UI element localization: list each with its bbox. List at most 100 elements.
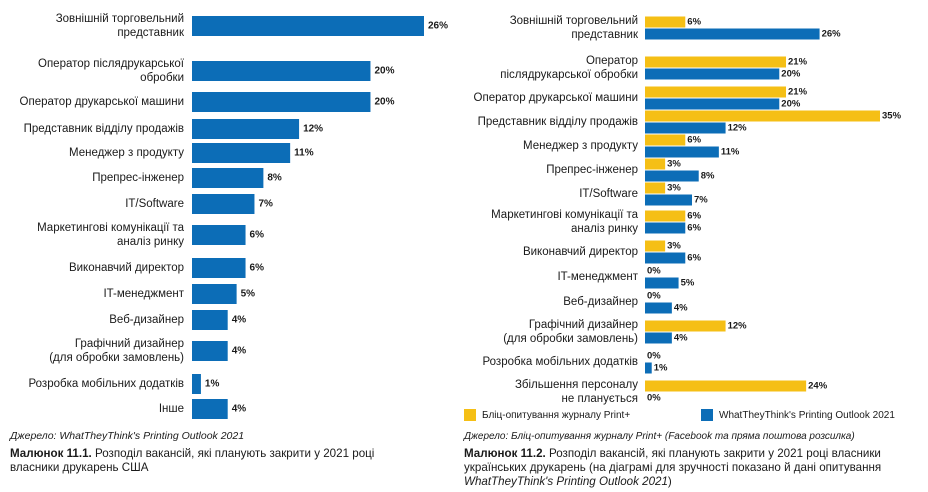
left-figure-caption: Малюнок 11.1. Розподіл вакансій, які пла… [10,447,420,475]
bar-whattheythink [645,98,780,110]
right-caption-italic: WhatTheyThink's Printing Outlook 2021 [464,475,668,488]
bar-whattheythink [645,122,726,134]
category-label: Менеджер з продукту [69,147,184,159]
data-label: 4% [232,346,247,357]
data-label: 6% [250,263,265,274]
bar-print-plus [645,86,786,98]
category-label: Маркетингові комунікації та [37,222,185,234]
category-label: IT-менеджмент [103,288,184,300]
category-label: Оператор друкарської машини [20,96,184,108]
data-label: 3% [667,241,681,252]
category-label: Оператор [586,55,638,67]
category-label: обробки [140,72,184,84]
data-label: 20% [374,97,394,108]
category-label: IT/Software [579,188,638,200]
data-label: 21% [788,87,808,98]
bar [192,194,255,214]
category-label: Розробка мобільних додатків [483,356,639,368]
data-label: 0% [647,291,661,302]
bar [192,16,424,36]
left-source-note: Джерело: WhatTheyThink's Printing Outloo… [10,430,245,442]
data-label: 11% [294,148,314,159]
category-label: Препрес-інженер [546,164,638,176]
data-label: 4% [674,303,688,314]
bar [192,143,291,163]
data-label: 8% [701,171,715,182]
bar-whattheythink [645,222,686,234]
bar-print-plus [645,240,666,252]
bar-whattheythink [645,68,780,80]
bar [192,341,228,361]
category-label: аналіз ринку [571,223,638,235]
data-label: 3% [667,183,681,194]
legend-whattheythink: WhatTheyThink's Printing Outlook 2021 [701,409,895,421]
data-label: 11% [721,147,740,158]
data-label: 12% [728,123,748,134]
data-label: 7% [694,195,708,206]
category-label: Маркетингові комунікації та [491,209,639,221]
legend-print-plus: Бліц-опитування журналу Print+ [464,409,630,421]
category-label: аналіз ринку [117,236,184,248]
usa-vacancies-chart: Зовнішній торговельний представник 26% Опер… [20,13,448,419]
data-label: 5% [681,278,695,289]
legend-label-whattheythink: WhatTheyThink's Printing Outlook 2021 [719,409,895,421]
bar-print-plus [645,56,786,68]
category-label: Зовнішній торговельний [56,13,184,25]
category-label: Графічний дизайнер [529,319,638,331]
data-label: 3% [667,159,681,170]
data-label: 20% [781,69,801,80]
category-label: не планується [562,393,638,405]
data-label: 6% [687,17,701,28]
category-label: Збільшення персоналу [515,379,638,391]
bar [192,61,371,81]
right-caption-number: Малюнок 11.2. [464,447,546,460]
data-label: 26% [822,29,842,40]
bar-print-plus [645,110,880,122]
category-label: Виконавчий директор [69,262,184,274]
right-figure-caption: Малюнок 11.2. Розподіл вакансій, які пла… [464,447,904,489]
bar [192,119,300,139]
data-label: 6% [687,135,701,146]
data-label: 4% [674,333,688,344]
bar-print-plus [645,380,807,392]
data-label: 20% [781,99,801,110]
data-label: 1% [654,363,668,374]
category-label: представник [571,29,639,41]
bar-whattheythink [645,302,672,314]
bar [192,310,228,330]
category-label: Представник відділу продажів [24,123,184,135]
bar [192,258,246,278]
data-label: 6% [687,223,701,234]
category-label: (для обробки замовлень) [49,352,184,364]
category-label: представник [117,27,185,39]
data-label: 21% [788,57,808,68]
data-label: 24% [808,381,828,392]
category-label: Веб-дизайнер [109,314,184,326]
bar-whattheythink [645,252,686,264]
left-caption-text: Розподіл вакансій, які планують закрити … [10,447,375,474]
bar [192,92,371,112]
data-label: 12% [303,124,323,135]
bar-print-plus [645,16,686,28]
data-label: 7% [258,199,273,210]
bar [192,374,201,394]
bar-whattheythink [645,194,692,206]
category-label: Оператор друкарської машини [474,92,638,104]
data-label: 6% [250,230,265,241]
data-label: 0% [647,351,661,362]
legend-label-print-plus: Бліц-опитування журналу Print+ [482,409,631,421]
category-label: післядрукарської обробки [500,69,638,81]
category-label: Розробка мобільних додатків [29,378,185,390]
left-caption-number: Малюнок 11.1. [10,447,92,460]
data-label: 0% [647,393,661,404]
category-label: Зовнішній торговельний [510,15,638,27]
bar [192,168,264,188]
bar-print-plus [645,210,686,222]
bar-whattheythink [645,170,699,182]
bar-print-plus [645,134,686,146]
legend-swatch-whattheythink [701,409,713,421]
category-label: Менеджер з продукту [523,140,638,152]
data-label: 6% [687,253,701,264]
data-label: 4% [232,315,247,326]
right-caption-text: Розподіл вакансій, які планують закрити … [464,447,882,474]
